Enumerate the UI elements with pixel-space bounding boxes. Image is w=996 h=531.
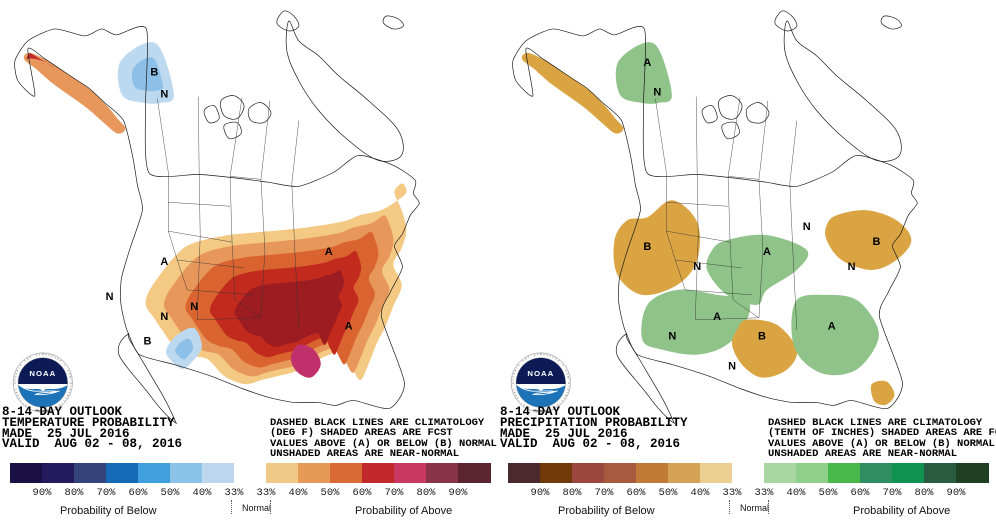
svg-text:M: M xyxy=(540,354,542,356)
svg-text:NOAA: NOAA xyxy=(527,369,554,378)
svg-text:M: M xyxy=(42,354,44,356)
svg-text:NOAA: NOAA xyxy=(29,369,56,378)
